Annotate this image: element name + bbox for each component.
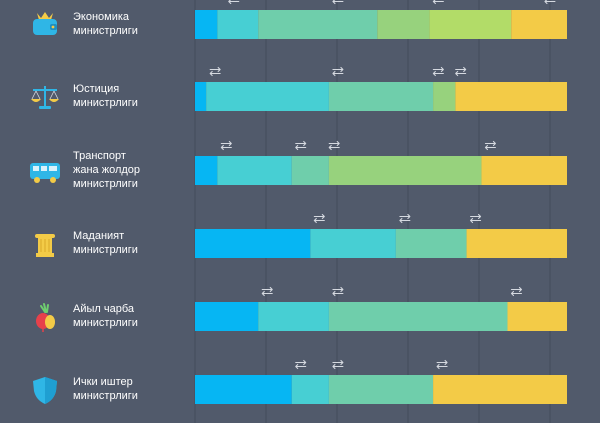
bar-segment [195, 10, 218, 39]
bar-segment [328, 375, 434, 404]
swap-arrows-icon [544, 0, 556, 5]
category-label-line: жана жолдор [73, 163, 141, 176]
bar-segment [328, 302, 508, 331]
bar-segment [429, 10, 512, 39]
bar-segment [377, 10, 430, 39]
bar-segment [206, 82, 329, 111]
swap-arrows-icon [399, 213, 411, 224]
category-label: Экономика министрлиги [73, 10, 188, 38]
bar-segment [328, 156, 482, 185]
bar-segment [258, 10, 378, 39]
category-label-line: Транспорт [73, 149, 126, 162]
category-label-line: Маданият [73, 229, 125, 242]
swap-arrows-icon [436, 359, 448, 370]
category-label-line: министрлиги [73, 316, 138, 329]
bar-segment [217, 156, 292, 185]
bar-segment [195, 156, 218, 185]
swap-arrows-icon [220, 140, 232, 151]
bar-segment [195, 375, 292, 404]
swap-arrows-icon [332, 66, 344, 77]
bar-segment [310, 229, 396, 258]
swap-arrows-icon [328, 140, 340, 151]
category-label: Айыл чарба министрлиги [73, 302, 188, 330]
category-label-line: Юстиция [73, 82, 120, 95]
bar-segment [507, 302, 567, 331]
swap-markers [209, 0, 556, 370]
bar-segment [511, 10, 567, 39]
swap-arrows-icon [432, 66, 444, 77]
bar-segment [291, 156, 329, 185]
scales-icon [31, 85, 59, 109]
category-label-line: министрлиги [73, 177, 138, 190]
swap-arrows-icon [295, 359, 307, 370]
bar-segment [481, 156, 567, 185]
bar-segment [195, 302, 259, 331]
swap-arrows-icon [313, 213, 325, 224]
swap-arrows-icon [332, 0, 344, 5]
swap-arrows-icon [470, 213, 482, 224]
category-label-line: министрлиги [73, 24, 138, 37]
bar-segment [291, 375, 329, 404]
category-label-line: министрлиги [73, 389, 138, 402]
category-label-line: министрлиги [73, 96, 138, 109]
category-label: Маданият министрлиги [73, 229, 188, 257]
bar-segment [195, 82, 207, 111]
wallet-icon [33, 11, 57, 35]
bar-segment [455, 82, 567, 111]
category-label-line: Айыл чарба [73, 302, 134, 315]
category-label: Ички иштер министрлиги [73, 375, 188, 403]
category-label-line: министрлиги [73, 243, 138, 256]
bar-segment [433, 82, 456, 111]
swap-arrows-icon [228, 0, 240, 5]
bars [195, 10, 567, 404]
bar-segment [195, 229, 311, 258]
swap-arrows-icon [295, 140, 307, 151]
category-label-line: Экономика [73, 10, 130, 23]
swap-arrows-icon [432, 0, 444, 5]
swap-arrows-icon [332, 286, 344, 297]
swap-arrows-icon [455, 66, 467, 77]
swap-arrows-icon [209, 66, 221, 77]
category-label-line: Ички иштер [73, 375, 133, 388]
bar-segment [328, 82, 434, 111]
bar-segment [466, 229, 567, 258]
swap-arrows-icon [510, 286, 523, 297]
vegetables-icon [36, 302, 55, 332]
bus-icon [30, 162, 60, 183]
bar-segment [217, 10, 259, 39]
category-label: Транспорт жана жолдор министрлиги [73, 149, 188, 191]
bar-segment [258, 302, 329, 331]
swap-arrows-icon [332, 359, 344, 370]
grid [194, 0, 551, 423]
column-icon [35, 233, 55, 257]
bar-segment [395, 229, 467, 258]
bar-segment [433, 375, 567, 404]
category-label: Юстиция министрлиги [73, 82, 188, 110]
swap-arrows-icon [484, 140, 496, 151]
shield-icon [33, 376, 57, 404]
swap-arrows-icon [261, 286, 273, 297]
